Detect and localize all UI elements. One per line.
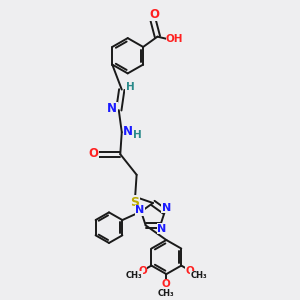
Text: O: O xyxy=(88,146,98,160)
Text: O: O xyxy=(138,266,147,276)
Text: O: O xyxy=(149,8,159,21)
Text: CH₃: CH₃ xyxy=(158,289,175,298)
Text: O: O xyxy=(186,266,195,276)
Text: H: H xyxy=(133,130,142,140)
Text: N: N xyxy=(107,102,117,116)
Text: CH₃: CH₃ xyxy=(190,271,207,280)
Text: O: O xyxy=(162,279,171,290)
Text: H: H xyxy=(126,82,134,92)
Text: OH: OH xyxy=(166,34,183,44)
Text: N: N xyxy=(123,125,133,138)
Text: S: S xyxy=(130,196,139,208)
Text: N: N xyxy=(162,203,171,213)
Text: N: N xyxy=(157,224,167,234)
Text: N: N xyxy=(135,205,144,215)
Text: CH₃: CH₃ xyxy=(126,271,142,280)
